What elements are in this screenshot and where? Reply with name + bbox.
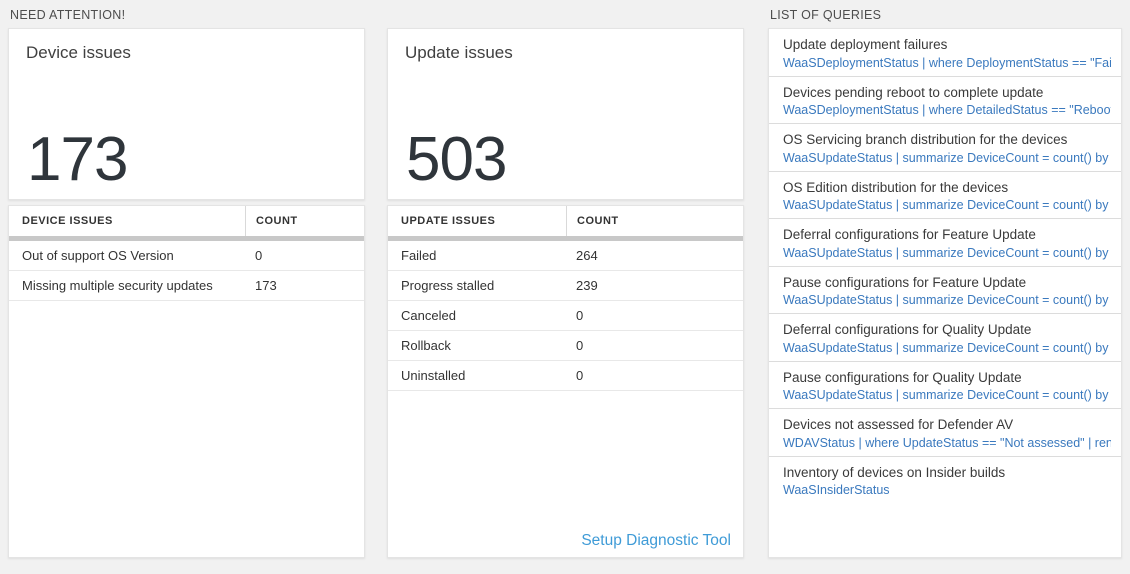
query-list-item[interactable]: Deferral configurations for Quality Upda…	[769, 314, 1121, 362]
query-list-item[interactable]: OS Edition distribution for the devices …	[769, 172, 1121, 219]
query-text[interactable]: WDAVStatus | where UpdateStatus == "Not …	[783, 435, 1111, 450]
device-issues-title: Device issues	[26, 43, 131, 62]
query-text[interactable]: WaaSUpdateStatus | summarize DeviceCount…	[783, 150, 1111, 165]
query-list-item[interactable]: Inventory of devices on Insider builds W…	[769, 457, 1121, 558]
query-text[interactable]: WaaSUpdateStatus | summarize DeviceCount…	[783, 340, 1111, 355]
need-attention-column-updates: Update issues 503 UPDATE ISSUES COUNT Fa…	[387, 0, 744, 558]
query-text[interactable]: WaaSDeploymentStatus | where DetailedSta…	[783, 103, 1111, 118]
table-row[interactable]: Failed 264	[388, 241, 743, 271]
row-label: Missing multiple security updates	[22, 278, 213, 293]
query-title: Pause configurations for Quality Update	[783, 369, 1022, 385]
update-issues-table-header: UPDATE ISSUES COUNT	[388, 206, 743, 236]
row-count: 264	[576, 248, 598, 263]
update-issues-title: Update issues	[405, 43, 513, 62]
query-list-item[interactable]: Deferral configurations for Feature Upda…	[769, 219, 1121, 267]
table-row[interactable]: Canceled 0	[388, 301, 743, 331]
query-title: OS Edition distribution for the devices	[783, 179, 1009, 195]
need-attention-column-devices: NEED ATTENTION! Device issues 173 DEVICE…	[8, 0, 365, 558]
row-count: 0	[576, 308, 584, 323]
table-row[interactable]: Progress stalled 239	[388, 271, 743, 301]
update-issues-tile[interactable]: Update issues 503	[387, 28, 744, 200]
list-of-queries-column: LIST OF QUERIES Update deployment failur…	[768, 0, 1122, 558]
device-issues-tile[interactable]: Device issues 173	[8, 28, 365, 200]
column-header-count: COUNT	[245, 206, 364, 236]
query-text[interactable]: WaaSUpdateStatus | summarize DeviceCount…	[783, 245, 1111, 260]
query-text[interactable]: WaaSInsiderStatus	[783, 483, 890, 498]
device-issues-table-header: DEVICE ISSUES COUNT	[9, 206, 364, 236]
query-text[interactable]: WaaSUpdateStatus | summarize DeviceCount…	[783, 293, 1111, 308]
row-count: 0	[576, 368, 584, 383]
row-label: Failed	[401, 248, 437, 263]
update-issues-count: 503	[406, 125, 507, 194]
query-list-item[interactable]: Update deployment failures WaaSDeploymen…	[769, 29, 1121, 77]
update-issues-table: UPDATE ISSUES COUNT Failed 264 Progress …	[387, 205, 744, 558]
spacer-header	[387, 0, 744, 28]
query-title: Devices pending reboot to complete updat…	[783, 84, 1044, 100]
row-count: 0	[576, 338, 584, 353]
column-header-device-issues: DEVICE ISSUES	[22, 215, 113, 227]
query-list-item[interactable]: OS Servicing branch distribution for the…	[769, 124, 1121, 172]
query-title: Deferral configurations for Quality Upda…	[783, 322, 1032, 337]
row-count: 239	[576, 278, 598, 293]
query-title: OS Servicing branch distribution for the…	[783, 132, 1068, 147]
setup-diagnostic-tool-link[interactable]: Setup Diagnostic Tool	[581, 532, 731, 549]
row-count: 0	[255, 248, 263, 263]
row-label: Rollback	[401, 338, 451, 353]
query-list-item[interactable]: Pause configurations for Quality Update …	[769, 362, 1121, 409]
column-header-count: COUNT	[566, 206, 743, 236]
row-label: Uninstalled	[401, 368, 466, 383]
table-row[interactable]: Uninstalled 0	[388, 361, 743, 391]
row-label: Progress stalled	[401, 278, 495, 293]
table-header-divider-bar	[388, 236, 743, 241]
list-of-queries-header: LIST OF QUERIES	[770, 8, 882, 22]
query-title: Devices not assessed for Defender AV	[783, 417, 1014, 432]
row-label: Out of support OS Version	[22, 248, 174, 263]
query-title: Deferral configurations for Feature Upda…	[783, 227, 1036, 242]
column-header-update-issues: UPDATE ISSUES	[401, 215, 496, 227]
table-row[interactable]: Rollback 0	[388, 331, 743, 361]
need-attention-header: NEED ATTENTION!	[10, 8, 126, 22]
row-label: Canceled	[401, 308, 456, 323]
table-row[interactable]: Missing multiple security updates 173	[9, 271, 364, 301]
query-list-item[interactable]: Devices not assessed for Defender AV WDA…	[769, 409, 1121, 457]
device-issues-table: DEVICE ISSUES COUNT Out of support OS Ve…	[8, 205, 365, 558]
query-list-item[interactable]: Devices pending reboot to complete updat…	[769, 77, 1121, 124]
query-text[interactable]: WaaSUpdateStatus | summarize DeviceCount…	[783, 198, 1111, 213]
query-title: Pause configurations for Feature Update	[783, 274, 1027, 290]
device-issues-count: 173	[27, 125, 128, 194]
queries-panel: Update deployment failures WaaSDeploymen…	[768, 28, 1122, 558]
table-header-divider-bar	[9, 236, 364, 241]
query-text[interactable]: WaaSUpdateStatus | summarize DeviceCount…	[783, 388, 1111, 403]
table-row[interactable]: Out of support OS Version 0	[9, 241, 364, 271]
query-title: Update deployment failures	[783, 37, 948, 52]
query-list-item[interactable]: Pause configurations for Feature Update …	[769, 267, 1121, 314]
query-title: Inventory of devices on Insider builds	[783, 464, 1006, 480]
row-count: 173	[255, 278, 277, 293]
query-text[interactable]: WaaSDeploymentStatus | where DeploymentS…	[783, 55, 1111, 70]
